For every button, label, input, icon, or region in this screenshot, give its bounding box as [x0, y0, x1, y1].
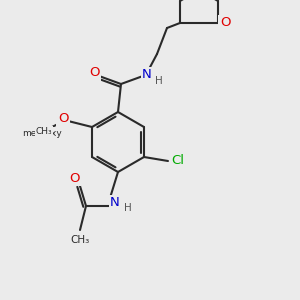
Text: O: O — [69, 172, 79, 184]
Text: methoxy: methoxy — [22, 128, 62, 137]
Text: Cl: Cl — [172, 154, 184, 167]
Text: CH₃: CH₃ — [36, 128, 52, 136]
Text: H: H — [155, 76, 163, 86]
Text: O: O — [220, 16, 230, 29]
Text: N: N — [110, 196, 120, 209]
Text: CH₃: CH₃ — [70, 235, 90, 245]
Text: O: O — [58, 112, 68, 125]
Text: H: H — [124, 203, 132, 213]
Text: methyl: methyl — [44, 134, 49, 135]
Text: O: O — [89, 67, 99, 80]
Text: N: N — [142, 68, 152, 82]
